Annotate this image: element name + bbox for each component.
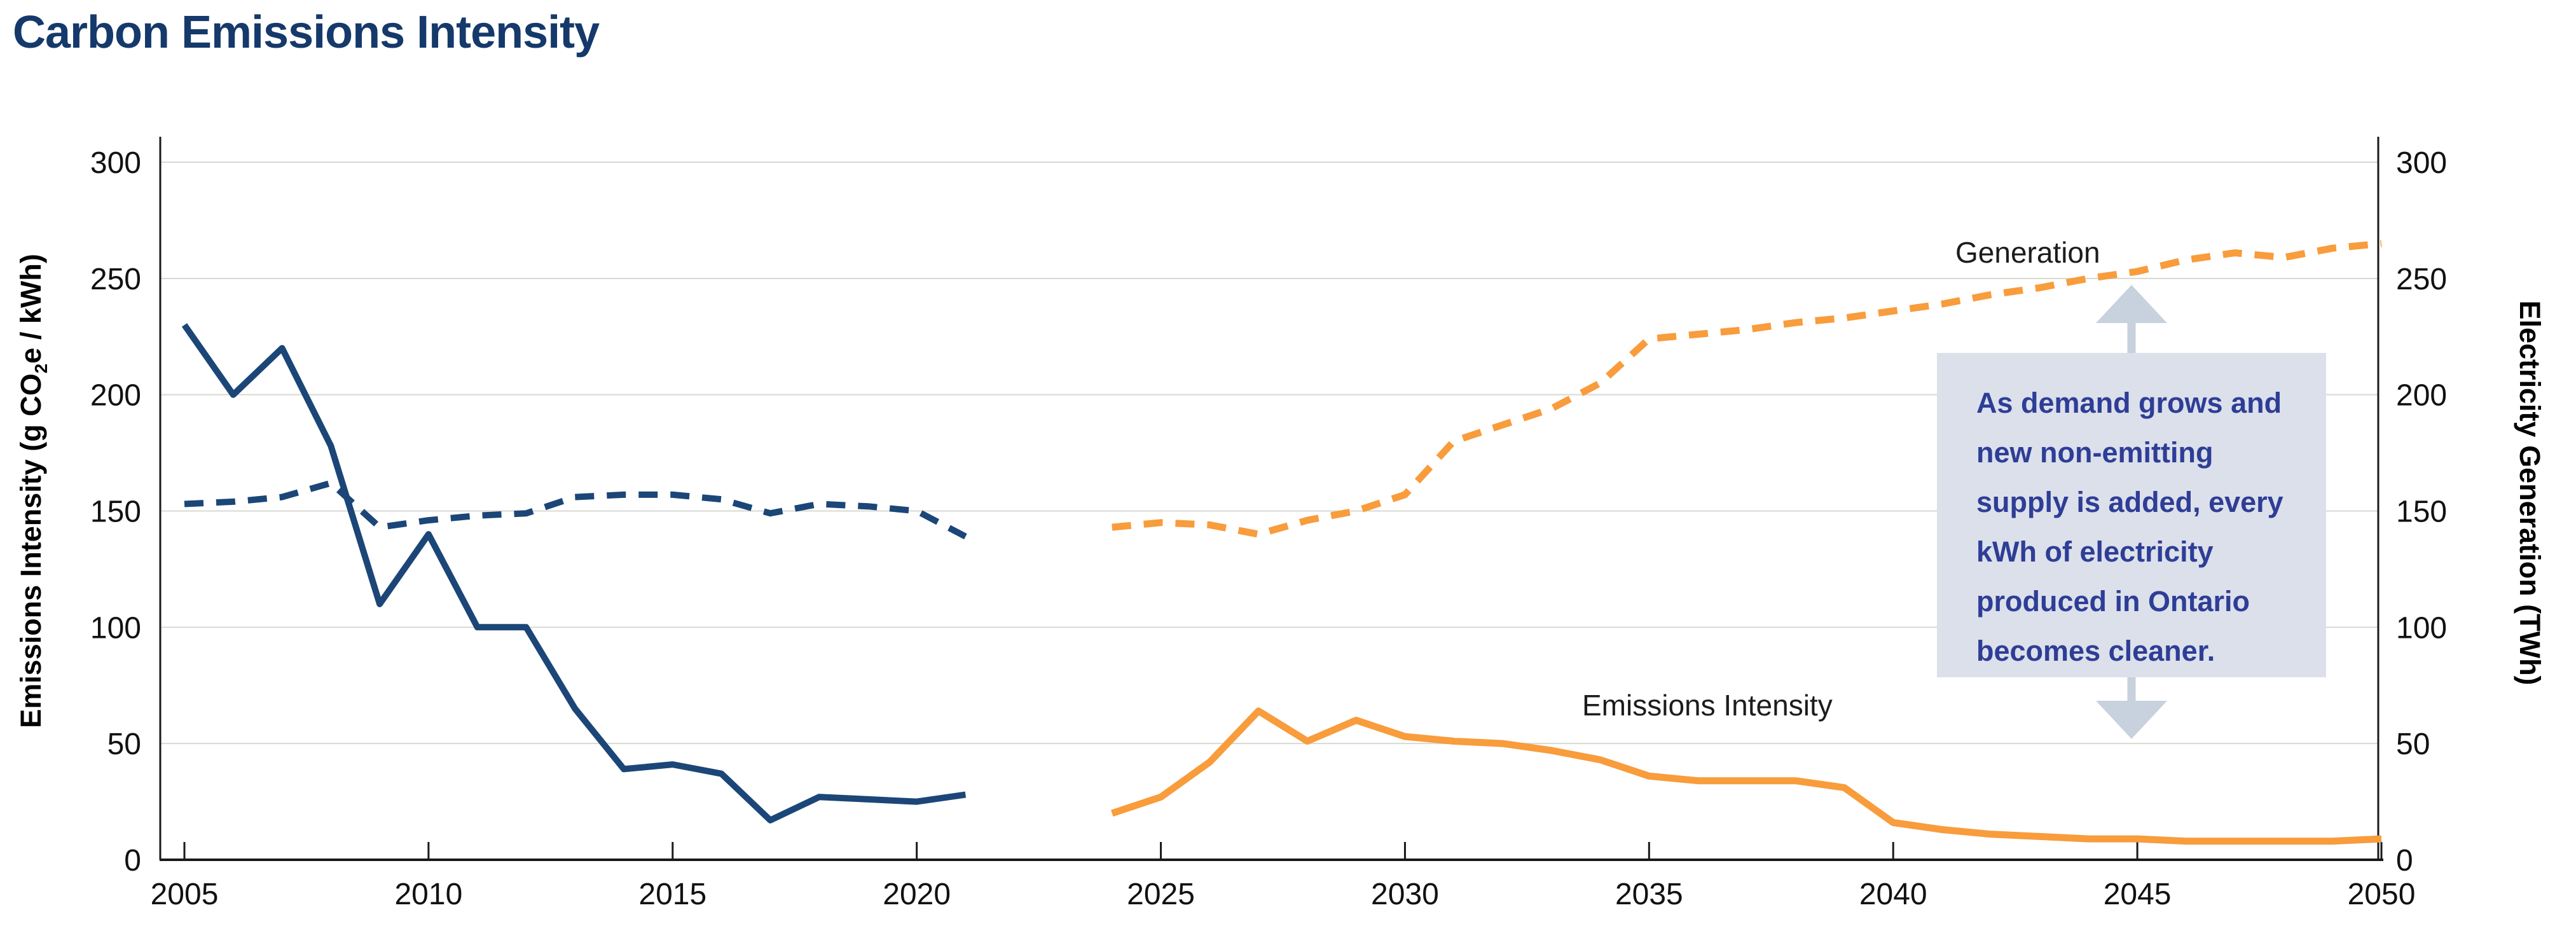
series-label-generation: Generation bbox=[1955, 236, 2100, 269]
x-tick-label-2050: 2050 bbox=[2348, 878, 2416, 911]
y-left-tick-label-150: 150 bbox=[90, 495, 141, 529]
series-line-emissions-intensity-historical bbox=[181, 323, 967, 824]
annotation-text: As demand grows and new non-emitting sup… bbox=[1976, 387, 2283, 667]
annotation-callout-box: As demand grows and new non-emitting sup… bbox=[1937, 353, 2326, 677]
y-right-tick-label-0: 0 bbox=[2396, 844, 2413, 878]
annotation-arrow-down-head bbox=[2096, 701, 2167, 739]
annotation-arrow-up-head bbox=[2096, 285, 2167, 323]
x-tick-label-2010: 2010 bbox=[394, 878, 462, 911]
x-tick-label-2030: 2030 bbox=[1371, 878, 1439, 911]
y-right-tick-label-300: 300 bbox=[2396, 146, 2447, 180]
y-axis-title-left-pre: Emissions Intensity (g CO bbox=[15, 373, 47, 728]
x-tick-label-2040: 2040 bbox=[1859, 878, 1927, 911]
y-right-tick-label-50: 50 bbox=[2396, 728, 2430, 761]
x-tick-label-2005: 2005 bbox=[151, 878, 219, 911]
x-tick-label-2035: 2035 bbox=[1615, 878, 1683, 911]
x-tick-label-2045: 2045 bbox=[2104, 878, 2172, 911]
y-right-tick-label-100: 100 bbox=[2396, 611, 2447, 645]
y-right-tick-label-250: 250 bbox=[2396, 263, 2447, 296]
y-left-tick-label-50: 50 bbox=[107, 728, 141, 761]
y-left-tick-label-0: 0 bbox=[124, 844, 141, 878]
x-tick-label-2020: 2020 bbox=[883, 878, 951, 911]
y-right-tick-label-150: 150 bbox=[2396, 495, 2447, 529]
y-left-tick-label-100: 100 bbox=[90, 611, 141, 645]
y-left-tick-label-250: 250 bbox=[90, 263, 141, 296]
y-axis-title-left-post: e / kWh) bbox=[15, 254, 47, 364]
x-tick-label-2015: 2015 bbox=[638, 878, 706, 911]
y-right-tick-label-200: 200 bbox=[2396, 379, 2447, 413]
series-line-electricity-generation-historical bbox=[184, 479, 967, 540]
series-label-emissions-intensity: Emissions Intensity bbox=[1582, 689, 1833, 722]
series-line-emissions-intensity-projected bbox=[1111, 707, 2382, 845]
y-axis-title-left: Emissions Intensity (g CO2e / kWh) bbox=[15, 254, 52, 728]
y-left-tick-label-200: 200 bbox=[90, 379, 141, 413]
series-line-electricity-generation-projected bbox=[1112, 240, 2382, 538]
y-axis-title-left-sub: 2 bbox=[31, 363, 51, 374]
y-axis-title-right: Electricity Generation (TWh) bbox=[2514, 300, 2546, 686]
x-tick-label-2025: 2025 bbox=[1127, 878, 1195, 911]
y-left-tick-label-300: 300 bbox=[90, 146, 141, 180]
page-title: Carbon Emissions Intensity bbox=[13, 7, 600, 58]
